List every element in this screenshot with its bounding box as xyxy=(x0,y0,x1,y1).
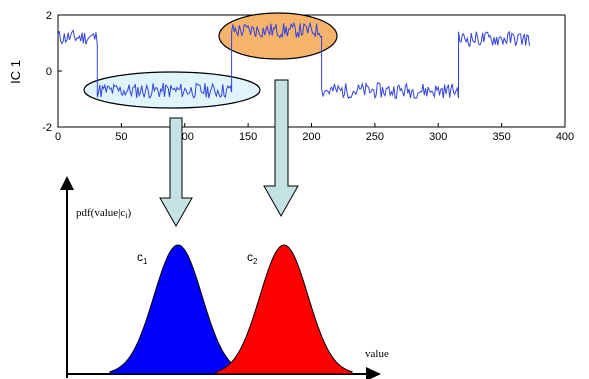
pdf-x-label: value xyxy=(365,348,389,360)
arrow-c2-down xyxy=(263,79,299,218)
connector-arrows xyxy=(159,79,299,228)
timeseries-plot: 0 50 100 150 200 250 300 350 400 20-2 IC 1 xyxy=(8,10,574,143)
pdf-y-label: pdf(value|ci) xyxy=(76,207,131,220)
ic1-signal-line xyxy=(58,21,530,100)
pdf-curve-c2 xyxy=(215,244,353,375)
y-tick-label: 0 xyxy=(46,66,52,78)
class-label-c2: c2 xyxy=(247,250,258,266)
arrow-c1-down xyxy=(159,117,193,228)
x-tick-label: 350 xyxy=(492,131,510,143)
y-tick-label: -2 xyxy=(42,122,52,134)
highlight-ellipse-c2 xyxy=(218,12,338,60)
pdf-x-axis-arrowhead xyxy=(366,367,381,379)
x-tick-label: 300 xyxy=(429,131,447,143)
y-tick-label: 2 xyxy=(46,10,52,22)
pdf-plot: pdf(value|ci) value c1 c2 xyxy=(60,176,389,379)
x-tick-label: 250 xyxy=(366,131,384,143)
x-axis-ticks: 0 50 100 150 200 250 300 350 400 xyxy=(55,123,574,143)
y-axis-ticks: 2 0 -2 xyxy=(42,10,62,134)
x-tick-label: 50 xyxy=(115,131,127,143)
x-tick-label: 400 xyxy=(556,131,574,143)
class-label-c1: c1 xyxy=(137,250,148,266)
x-tick-label: 150 xyxy=(239,131,257,143)
pdf-y-axis-arrowhead xyxy=(60,176,74,190)
ic1-axis-label: IC 1 xyxy=(8,60,23,84)
highlight-ellipse-c1 xyxy=(83,71,261,109)
x-tick-label: 0 xyxy=(55,131,61,143)
x-tick-label: 200 xyxy=(302,131,320,143)
pdf-curve-c1 xyxy=(109,244,247,375)
